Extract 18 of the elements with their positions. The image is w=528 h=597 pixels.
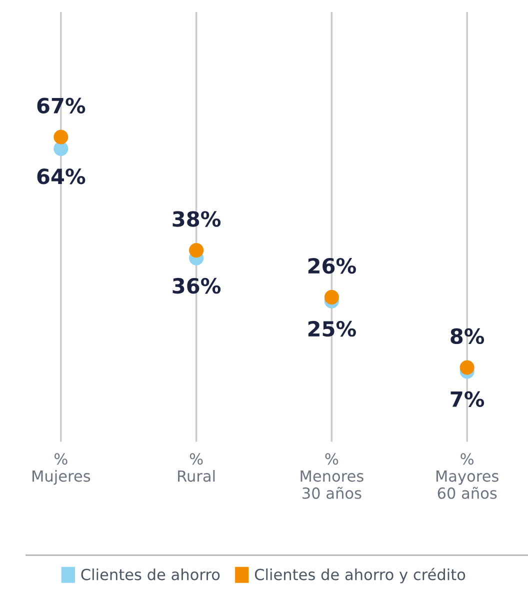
data-label: 38% [172,211,221,227]
data-label: 25% [308,320,356,337]
point [460,360,474,375]
point [324,290,339,304]
x-tick-label: % Mujeres [32,453,90,485]
data-label: 36% [172,278,221,294]
data-label: 26% [308,258,356,274]
data-label: 8% [450,328,484,344]
data-label: 67% [37,98,86,114]
data-label: 64% [37,168,86,184]
x-tick-label: % Mayores 60 años [436,453,498,499]
x-tick-label: % Menores 30 años [300,453,364,499]
data-label: 7% [450,391,484,408]
legend-label: Clientes de ahorro [81,568,220,580]
legend-label: Clientes de ahorro y crédito [254,568,466,584]
point [189,243,204,258]
x-tick-label: % Rural [178,453,215,482]
point [54,130,68,144]
